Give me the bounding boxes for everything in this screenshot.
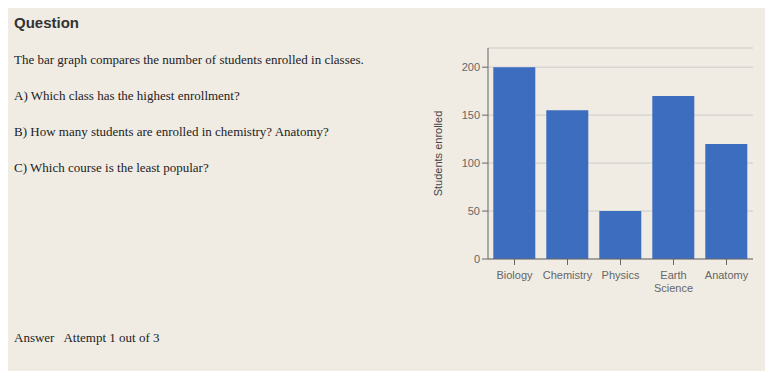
svg-text:Anatomy: Anatomy	[705, 269, 749, 281]
svg-text:EarthScience: EarthScience	[654, 269, 693, 294]
html-text:Answer Attempt 1 out of 3: Answer Attempt 1 out of 3	[14, 330, 160, 345]
svg-text:50: 50	[468, 205, 480, 217]
html-text:B) How many students are enrol: B) How many students are enrolled in che…	[14, 124, 329, 139]
html-text:C) Which course is the least p: C) Which course is the least popular?	[14, 160, 209, 175]
svg-text:Physics: Physics	[602, 269, 640, 281]
svg-text:Chemistry: Chemistry	[543, 269, 593, 281]
svg-text:100: 100	[462, 157, 480, 169]
html-text:The bar graph compares the num: The bar graph compares the number of stu…	[14, 52, 364, 67]
svg-text:Students enrolled: Students enrolled	[432, 111, 444, 197]
svg-text:150: 150	[462, 109, 480, 121]
html-text:Question: Question	[14, 14, 79, 31]
svg-text:0: 0	[474, 253, 480, 265]
svg-text:200: 200	[462, 61, 480, 73]
html-text:A) Which class has the highest: A) Which class has the highest enrollmen…	[14, 88, 240, 103]
svg-text:Biology: Biology	[496, 269, 533, 281]
